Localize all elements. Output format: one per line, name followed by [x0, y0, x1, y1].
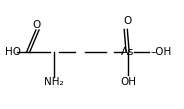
Text: –OH: –OH: [151, 47, 172, 57]
Text: OH: OH: [120, 77, 136, 87]
Text: O: O: [33, 20, 41, 30]
Text: O: O: [124, 16, 132, 26]
Text: NH₂: NH₂: [45, 77, 64, 87]
Text: As: As: [121, 47, 135, 57]
Text: HO–: HO–: [5, 47, 26, 57]
